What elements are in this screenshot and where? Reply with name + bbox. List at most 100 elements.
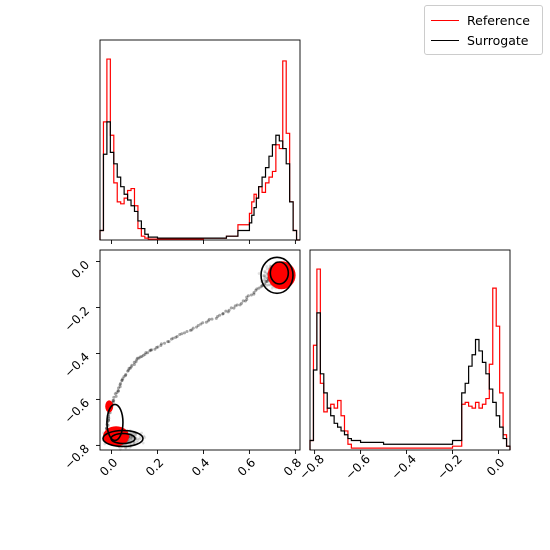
scatter-point: [150, 348, 154, 352]
x-tick-label: 0.0: [97, 455, 120, 478]
x-tick-label: −0.6: [342, 452, 373, 483]
scatter-point: [135, 440, 139, 444]
scatter-point: [190, 328, 194, 332]
scatter-point: [134, 433, 138, 436]
joint-scatter-panel: 0.0 0.2 0.4 0.6 0.8−0.8−0.6−0.4−0.20.0: [62, 249, 304, 479]
histogram-reference: [309, 268, 511, 450]
scatter-point: [107, 419, 111, 423]
scatter-point: [196, 324, 200, 328]
scatter-point: [117, 386, 121, 390]
scatter-point: [112, 395, 116, 399]
scatter-point: [264, 284, 268, 287]
scatter-point: [263, 274, 266, 278]
scatter-point: [224, 309, 228, 313]
scatter-point: [128, 435, 132, 439]
scatter-point: [195, 325, 199, 329]
scatter-point: [136, 439, 140, 442]
scatter-point: [201, 321, 205, 325]
scatter-point: [140, 431, 144, 435]
scatter-point: [122, 375, 126, 379]
y-tick-label: 0.0: [69, 258, 92, 281]
surrogate-contour-upper-inner: [269, 261, 290, 285]
scatter-point: [252, 292, 256, 296]
scatter-point: [268, 264, 272, 268]
legend: Reference Surrogate: [424, 5, 543, 55]
scatter-point: [263, 274, 267, 278]
scatter-point: [111, 400, 115, 404]
scatter-point: [141, 353, 145, 357]
surrogate-contour-upper-outer: [260, 256, 294, 295]
scatter-point: [149, 348, 153, 352]
legend-swatch-surrogate: [431, 39, 459, 41]
histogram-surrogate: [99, 121, 300, 241]
scatter-point: [135, 358, 139, 362]
scatter-point: [130, 436, 134, 440]
scatter-point: [115, 391, 119, 395]
scatter-point: [118, 385, 122, 389]
scatter-point: [257, 272, 261, 275]
scatter-point: [259, 285, 263, 289]
scatter-point: [235, 303, 239, 307]
scatter-point: [262, 278, 266, 281]
scatter-point: [132, 362, 136, 366]
scatter-point: [263, 270, 267, 273]
scatter-point: [118, 383, 122, 387]
scatter-point: [262, 274, 266, 277]
scatter-point: [166, 340, 170, 344]
scatter-point: [267, 283, 271, 287]
scatter-point: [245, 295, 249, 299]
scatter-point: [245, 298, 249, 302]
scatter-point: [227, 308, 231, 312]
scatter-point: [148, 349, 152, 353]
x-tick-label: −0.2: [434, 452, 465, 483]
scatter-point: [156, 345, 160, 349]
scatter-point: [136, 437, 139, 441]
scatter-point: [143, 352, 147, 356]
scatter-point: [257, 286, 261, 290]
scatter-point: [261, 274, 265, 278]
scatter-point: [263, 270, 267, 274]
scatter-point: [264, 280, 268, 284]
scatter-point: [135, 356, 139, 360]
scatter-point: [246, 294, 250, 298]
scatter-point: [264, 276, 268, 280]
scatter-point: [185, 329, 189, 333]
scatter-point: [241, 299, 245, 303]
x-tick-label: 0.6: [235, 455, 258, 478]
scatter-point: [129, 436, 133, 439]
scatter-point: [129, 436, 133, 439]
scatter-point: [214, 316, 218, 320]
scatter-point: [143, 436, 147, 439]
scatter-point: [175, 334, 179, 338]
scatter-point: [254, 288, 258, 292]
scatter-point: [153, 347, 157, 351]
x-tick-label: 0.2: [143, 455, 166, 478]
surrogate-contour-tail: [106, 403, 124, 442]
histogram-reference: [99, 58, 300, 241]
scatter-point: [265, 280, 269, 284]
scatter-point: [216, 315, 220, 319]
y-tick-label: −0.8: [62, 442, 93, 473]
scatter-point: [233, 304, 237, 308]
x-tick-label: 0.4: [189, 455, 212, 478]
scatter-points: [102, 257, 296, 451]
scatter-point: [112, 398, 116, 402]
scatter-point: [265, 267, 269, 271]
legend-label-reference: Reference: [467, 12, 530, 28]
scatter-point: [130, 363, 134, 367]
scatter-point: [129, 438, 132, 442]
scatter-point: [178, 333, 182, 337]
scatter-point: [119, 381, 123, 385]
scatter-point: [130, 437, 134, 441]
surrogate-contour-outer: [102, 429, 144, 448]
scatter-point: [229, 306, 233, 310]
scatter-point: [129, 438, 133, 441]
scatter-point: [137, 437, 141, 441]
scatter-point: [249, 293, 253, 297]
scatter-point: [116, 389, 120, 393]
scatter-point: [134, 360, 138, 364]
scatter-point: [240, 301, 244, 305]
scatter-point: [265, 265, 269, 268]
scatter-point: [120, 378, 124, 382]
scatter-point: [263, 275, 266, 279]
